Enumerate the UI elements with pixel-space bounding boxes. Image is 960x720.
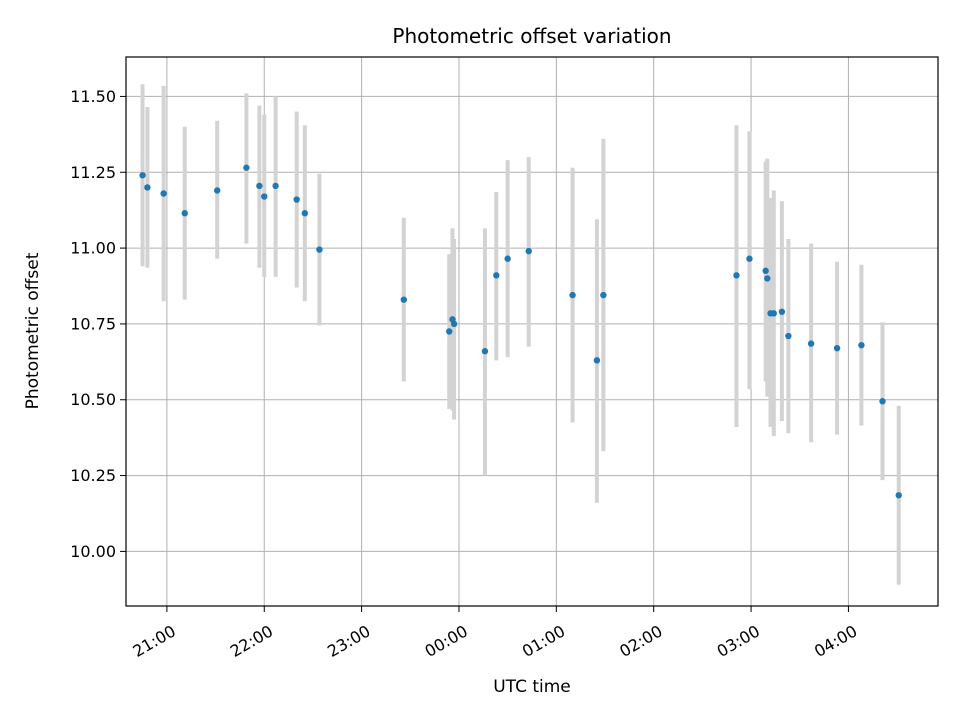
data-point	[778, 308, 786, 315]
y-tick-label: 11.50	[70, 87, 116, 106]
data-point	[144, 184, 151, 191]
data-point	[160, 190, 167, 197]
data-point	[733, 272, 740, 279]
data-point	[600, 291, 607, 299]
data-point	[301, 210, 309, 217]
data-point	[139, 172, 146, 179]
data-point	[764, 275, 771, 282]
data-point	[785, 332, 792, 340]
data-point	[272, 182, 279, 190]
data-point	[762, 267, 769, 275]
data-point	[261, 193, 268, 200]
data-point	[293, 196, 300, 203]
y-tick-label: 10.00	[70, 542, 116, 561]
data-point	[316, 246, 323, 253]
data-point	[746, 255, 753, 262]
data-point	[525, 247, 532, 255]
data-point	[569, 291, 576, 299]
data-point	[256, 182, 263, 190]
x-axis-label: UTC time	[493, 677, 571, 697]
data-point	[450, 320, 458, 328]
data-point	[593, 357, 601, 364]
plot-frame	[125, 56, 939, 607]
data-point	[243, 164, 250, 171]
data-point	[493, 272, 500, 279]
data-point	[181, 210, 188, 217]
data-point	[481, 348, 489, 355]
data-point	[895, 492, 902, 499]
grid-layer	[126, 57, 938, 606]
data-point	[833, 344, 841, 352]
data-point	[400, 296, 408, 303]
data-point	[770, 310, 777, 317]
data-point	[807, 340, 815, 347]
data-point	[879, 398, 886, 405]
chart-title: Photometric offset variation	[392, 24, 671, 48]
y-tick-label: 10.75	[70, 314, 116, 333]
data-point	[858, 341, 865, 349]
y-axis-label: Photometric offset	[23, 252, 43, 409]
y-tick-label: 10.50	[70, 390, 116, 409]
data-point	[446, 328, 453, 335]
point-layer	[139, 164, 902, 499]
y-tick-label: 11.00	[70, 239, 116, 258]
y-tick-label: 10.25	[70, 466, 116, 485]
y-tick-label: 11.25	[70, 163, 116, 182]
y-axis-ticks: 10.00 10.25 10.50 10.75 11.00 11.25 11.50	[70, 87, 126, 561]
data-point	[213, 187, 221, 194]
data-point	[504, 255, 511, 262]
